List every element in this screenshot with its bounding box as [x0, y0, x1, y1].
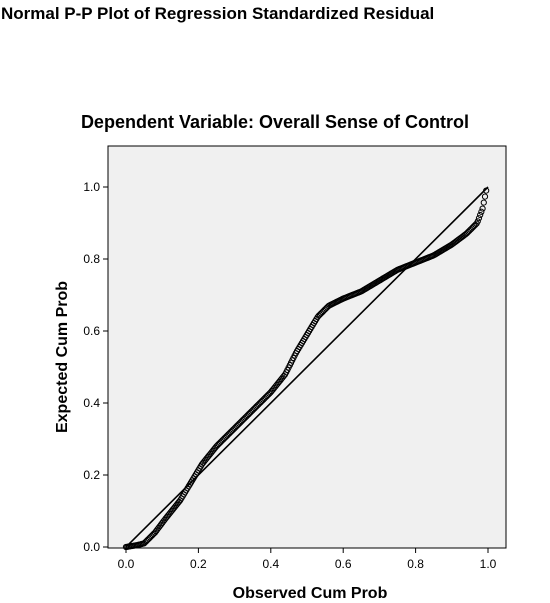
chart-title: Normal P-P Plot of Regression Standardiz…: [1, 4, 434, 23]
y-tick-label: 0.2: [83, 468, 100, 482]
y-tick-label: 1.0: [83, 180, 100, 194]
y-tick-label: 0.8: [83, 252, 100, 266]
y-axis-ticks: 0.0 0.2 0.4 0.6 0.8 1.0: [83, 180, 108, 554]
y-tick-label: 0.4: [83, 396, 100, 410]
x-axis-label: Observed Cum Prob: [233, 585, 388, 602]
x-axis-ticks: 0.0 0.2 0.4 0.6 0.8 1.0: [118, 548, 497, 571]
x-tick-label: 0.4: [262, 557, 279, 571]
data-point: [475, 215, 483, 222]
data-point: [479, 205, 486, 212]
data-point: [483, 187, 490, 194]
data-point: [474, 218, 481, 225]
y-tick-label: 0.0: [83, 540, 100, 554]
chart-subtitle: Dependent Variable: Overall Sense of Con…: [81, 112, 469, 132]
x-tick-label: 1.0: [480, 557, 497, 571]
data-points-group: [122, 187, 490, 551]
data-point: [481, 193, 489, 200]
y-axis-label: Expected Cum Prob: [54, 281, 71, 433]
plot-area: [107, 145, 507, 549]
x-tick-label: 0.8: [407, 557, 424, 571]
x-tick-label: 0.2: [190, 557, 207, 571]
x-tick-label: 0.6: [335, 557, 352, 571]
data-point: [478, 208, 485, 215]
data-point: [477, 211, 484, 219]
x-tick-label: 0.0: [118, 557, 135, 571]
data-point: [480, 199, 487, 206]
y-tick-label: 0.6: [83, 324, 100, 338]
